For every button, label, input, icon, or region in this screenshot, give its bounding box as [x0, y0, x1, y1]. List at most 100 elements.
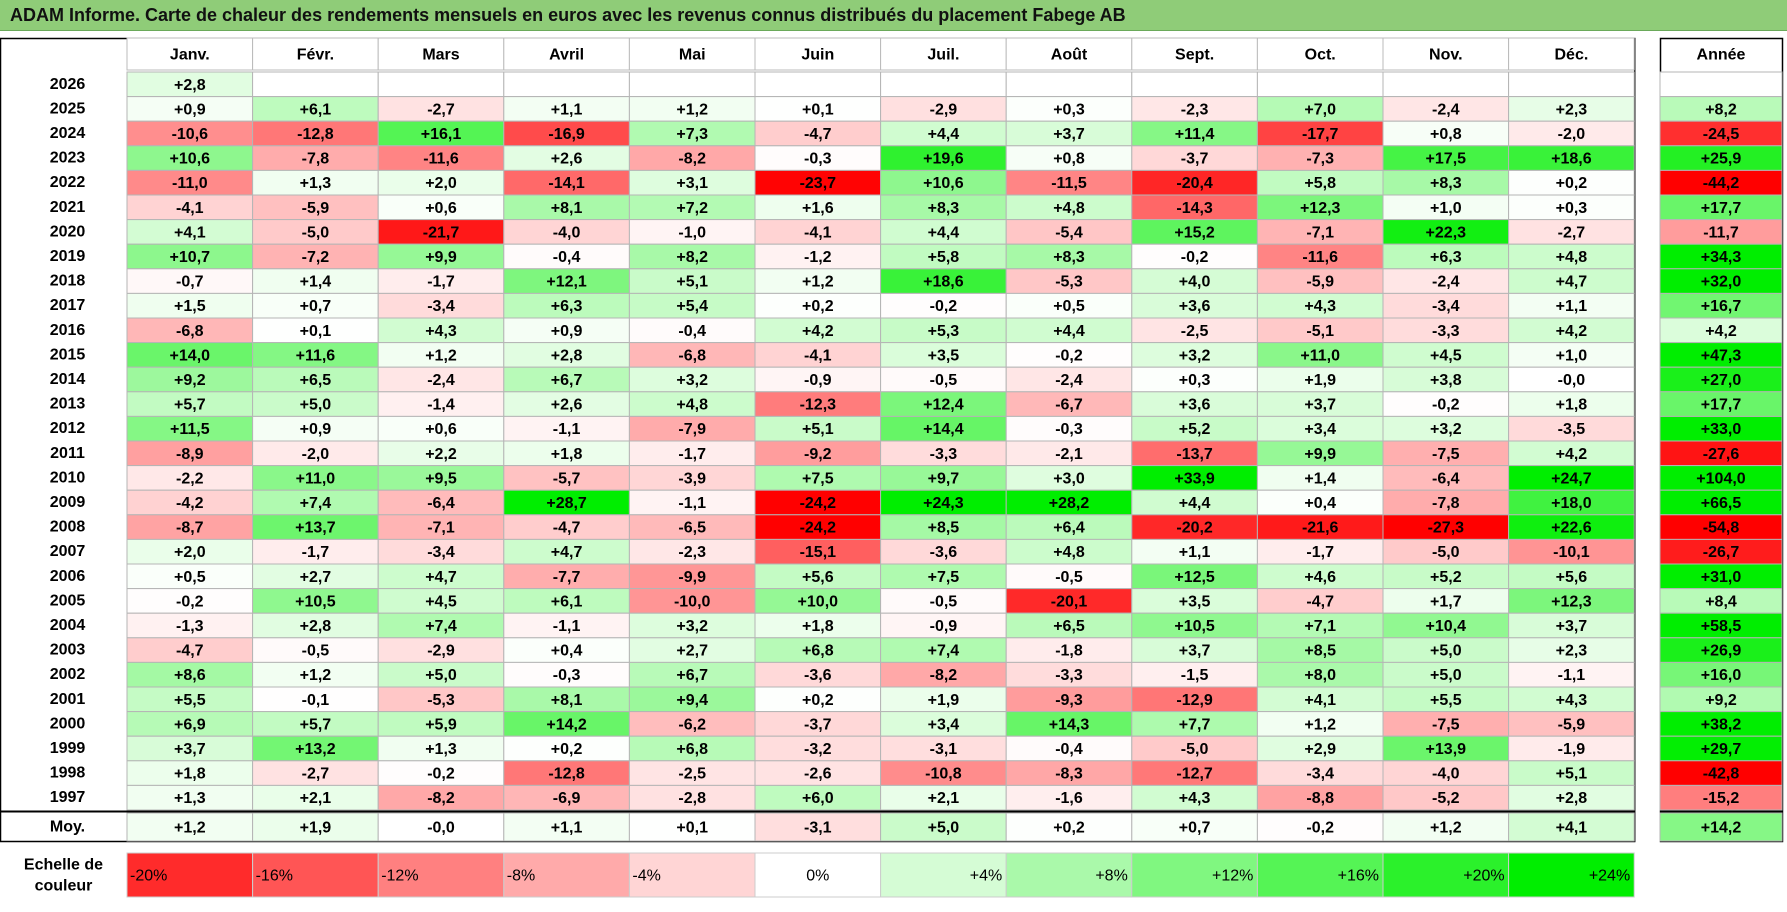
cell-value: +1,2: [802, 274, 834, 291]
heatmap-cell: [377, 292, 505, 319]
annual-value: -42,8: [1703, 766, 1740, 783]
cell-value: -24,2: [800, 495, 837, 512]
cell-value: +3,2: [676, 372, 708, 389]
heatmap-cell: [1256, 514, 1384, 540]
cell-value: +5,1: [1556, 766, 1588, 783]
heatmap-cell: [1508, 514, 1635, 540]
heatmap-cell: [754, 391, 882, 417]
heatmap-cell: [628, 243, 756, 270]
cell-value: -2,7: [302, 766, 330, 783]
heatmap-cell: [1256, 465, 1384, 491]
heatmap-cell: [1508, 366, 1635, 393]
cell-value: -0,7: [176, 274, 204, 291]
average-value: -3,1: [804, 820, 832, 837]
cell-value: +1,4: [300, 274, 332, 291]
cell-value: -13,7: [1176, 446, 1213, 463]
month-header-6: Juin: [801, 47, 834, 64]
cell-value: -11,6: [423, 151, 459, 168]
heatmap-cell: [628, 96, 756, 122]
cell-value: +5,6: [1556, 569, 1588, 586]
cell-value: +1,8: [174, 766, 206, 783]
heatmap-cell: [252, 317, 379, 344]
average-value: +0,2: [1053, 820, 1085, 837]
scale-step-label: +4%: [970, 868, 1002, 885]
heatmap-cell: [1005, 514, 1133, 540]
cell-value: +2,0: [174, 544, 206, 561]
month-header-cell: [1508, 37, 1635, 71]
annual-cell: [1659, 735, 1783, 762]
cell-value: -0,2: [1181, 249, 1209, 266]
heatmap-cell: [880, 686, 1007, 713]
average-cell: [880, 812, 1007, 842]
cell-value: -2,4: [427, 372, 455, 389]
year-label: 2006: [50, 568, 86, 585]
cell-value: +14,4: [923, 421, 964, 438]
cell-value: -10,8: [925, 766, 962, 783]
heatmap-cell: [1256, 96, 1384, 122]
heatmap-cell: [377, 637, 505, 663]
heatmap-cell: [880, 735, 1007, 762]
heatmap-cell: [1256, 760, 1384, 786]
annual-value: +25,9: [1701, 151, 1742, 168]
annual-value: +9,2: [1705, 692, 1737, 709]
scale-label-line1: Echelle de: [24, 857, 103, 874]
heatmap-cell: [252, 194, 379, 221]
cell-value: +4,5: [425, 593, 457, 610]
cell-value: +0,7: [300, 298, 332, 315]
heatmap-cell: [1508, 120, 1635, 147]
cell-value: +3,7: [1556, 618, 1588, 635]
month-header-10: Oct.: [1305, 47, 1336, 64]
heatmap-cell: [880, 538, 1007, 565]
cell-value: +4,2: [1556, 446, 1588, 463]
cell-value: +3,7: [174, 741, 206, 758]
heatmap-cell: [628, 735, 756, 762]
year-label: 2005: [50, 592, 86, 609]
cell-value: -1,7: [302, 544, 330, 561]
year-label: 1999: [50, 740, 86, 757]
cell-value: -6,8: [678, 347, 706, 364]
cell-value: +3,4: [928, 716, 960, 733]
average-value: +1,1: [551, 820, 583, 837]
annual-cell: [1659, 538, 1783, 565]
heatmap-cell: [1131, 514, 1258, 540]
cell-value: -5,1: [1306, 323, 1334, 340]
cell-value: +3,1: [676, 175, 708, 192]
heatmap-cell: [1508, 268, 1635, 294]
heatmap-cell: [252, 243, 379, 270]
heatmap-cell: [503, 735, 630, 762]
cell-value: -3,4: [427, 298, 455, 315]
average-value: +5,0: [928, 820, 960, 837]
cell-value: +3,4: [1304, 421, 1336, 438]
heatmap-cell: [126, 440, 254, 467]
cell-value: +1,8: [551, 446, 583, 463]
cell-value: +3,5: [1179, 593, 1211, 610]
cell-value: +7,5: [928, 569, 960, 586]
heatmap-cell: [1256, 194, 1384, 221]
scale-swatch: [1508, 852, 1635, 898]
heatmap-cell: [880, 268, 1007, 294]
cell-value: +9,7: [928, 470, 960, 487]
annual-cell: [1659, 489, 1783, 516]
heatmap-cell: [252, 735, 379, 762]
cell-value: +5,8: [1304, 175, 1336, 192]
heatmap-cell: [252, 538, 379, 565]
heatmap-cell: [880, 96, 1007, 122]
cell-value: +0,9: [551, 323, 583, 340]
cell-value: -4,1: [804, 224, 832, 241]
cell-value: +1,3: [425, 741, 457, 758]
scale-step-label: -12%: [381, 868, 418, 885]
annual-cell: [1659, 391, 1783, 417]
average-value: -0,2: [1306, 820, 1334, 837]
heatmap-cell: [126, 342, 254, 368]
heatmap-cell: [1131, 686, 1258, 713]
cell-value: +0,4: [551, 643, 583, 660]
heatmap-cell: [1005, 71, 1133, 98]
heatmap-cell: [377, 243, 505, 270]
heatmap-cell: [1382, 120, 1510, 147]
cell-value: -2,5: [678, 766, 706, 783]
annual-cell: [1659, 219, 1783, 245]
heatmap-cell: [1382, 96, 1510, 122]
cell-value: -1,5: [1181, 667, 1209, 684]
cell-value: +5,1: [802, 421, 834, 438]
month-header-7: Juil.: [927, 47, 959, 64]
